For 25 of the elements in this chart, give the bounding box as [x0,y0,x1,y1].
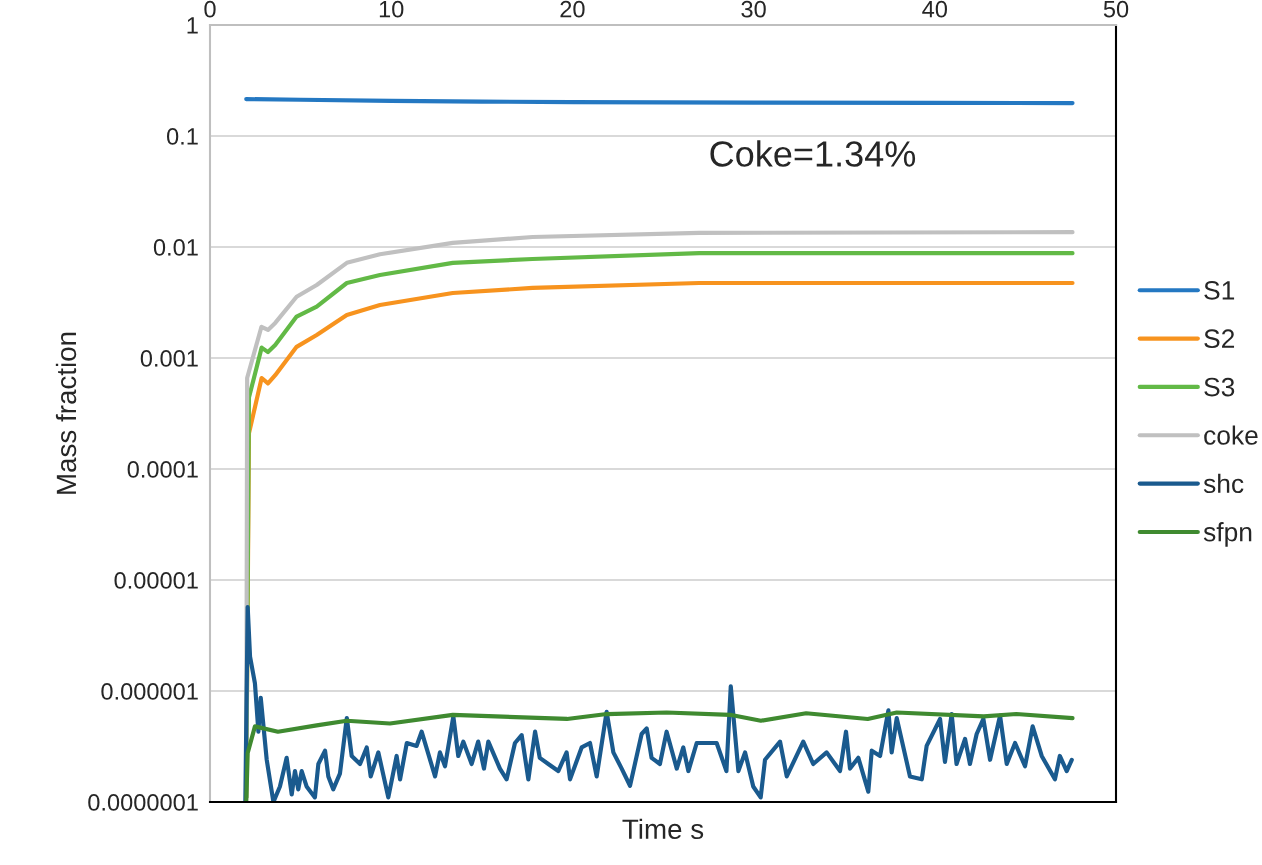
y-tick-label: 0.000001 [101,683,198,700]
line-series [243,605,1074,802]
y-tick-label: 0.01 [153,239,198,256]
x-tick-label: 30 [741,0,766,18]
annotation: Coke=1.34% [710,140,916,167]
x-tick-label: 50 [1103,0,1129,18]
legend-label: S1 [1204,281,1235,300]
x-tick-label: 40 [922,0,948,18]
y-tick-label: 0.1 [166,128,198,145]
x-tick-label: 0 [204,0,216,18]
y-tick-label: 0.0001 [127,461,198,478]
legend-label: shc [1203,473,1244,494]
legend-label: S3 [1204,377,1235,397]
x-tick-label: 20 [560,0,585,18]
y-tick-label: 0.0000001 [88,794,198,811]
y-axis-title: Mass fraction [55,332,77,494]
legend-label: S2 [1204,329,1235,349]
line-series [244,710,1075,802]
y-tick-label: 1 [187,17,198,34]
legend-label: coke [1204,425,1258,445]
x-tick-label: 10 [379,0,404,18]
x-axis-title: Time s [622,818,704,840]
y-tick-label: 0.001 [140,350,198,367]
y-tick-label: 0.00001 [114,572,198,589]
legend-label: sfpn [1203,522,1252,547]
